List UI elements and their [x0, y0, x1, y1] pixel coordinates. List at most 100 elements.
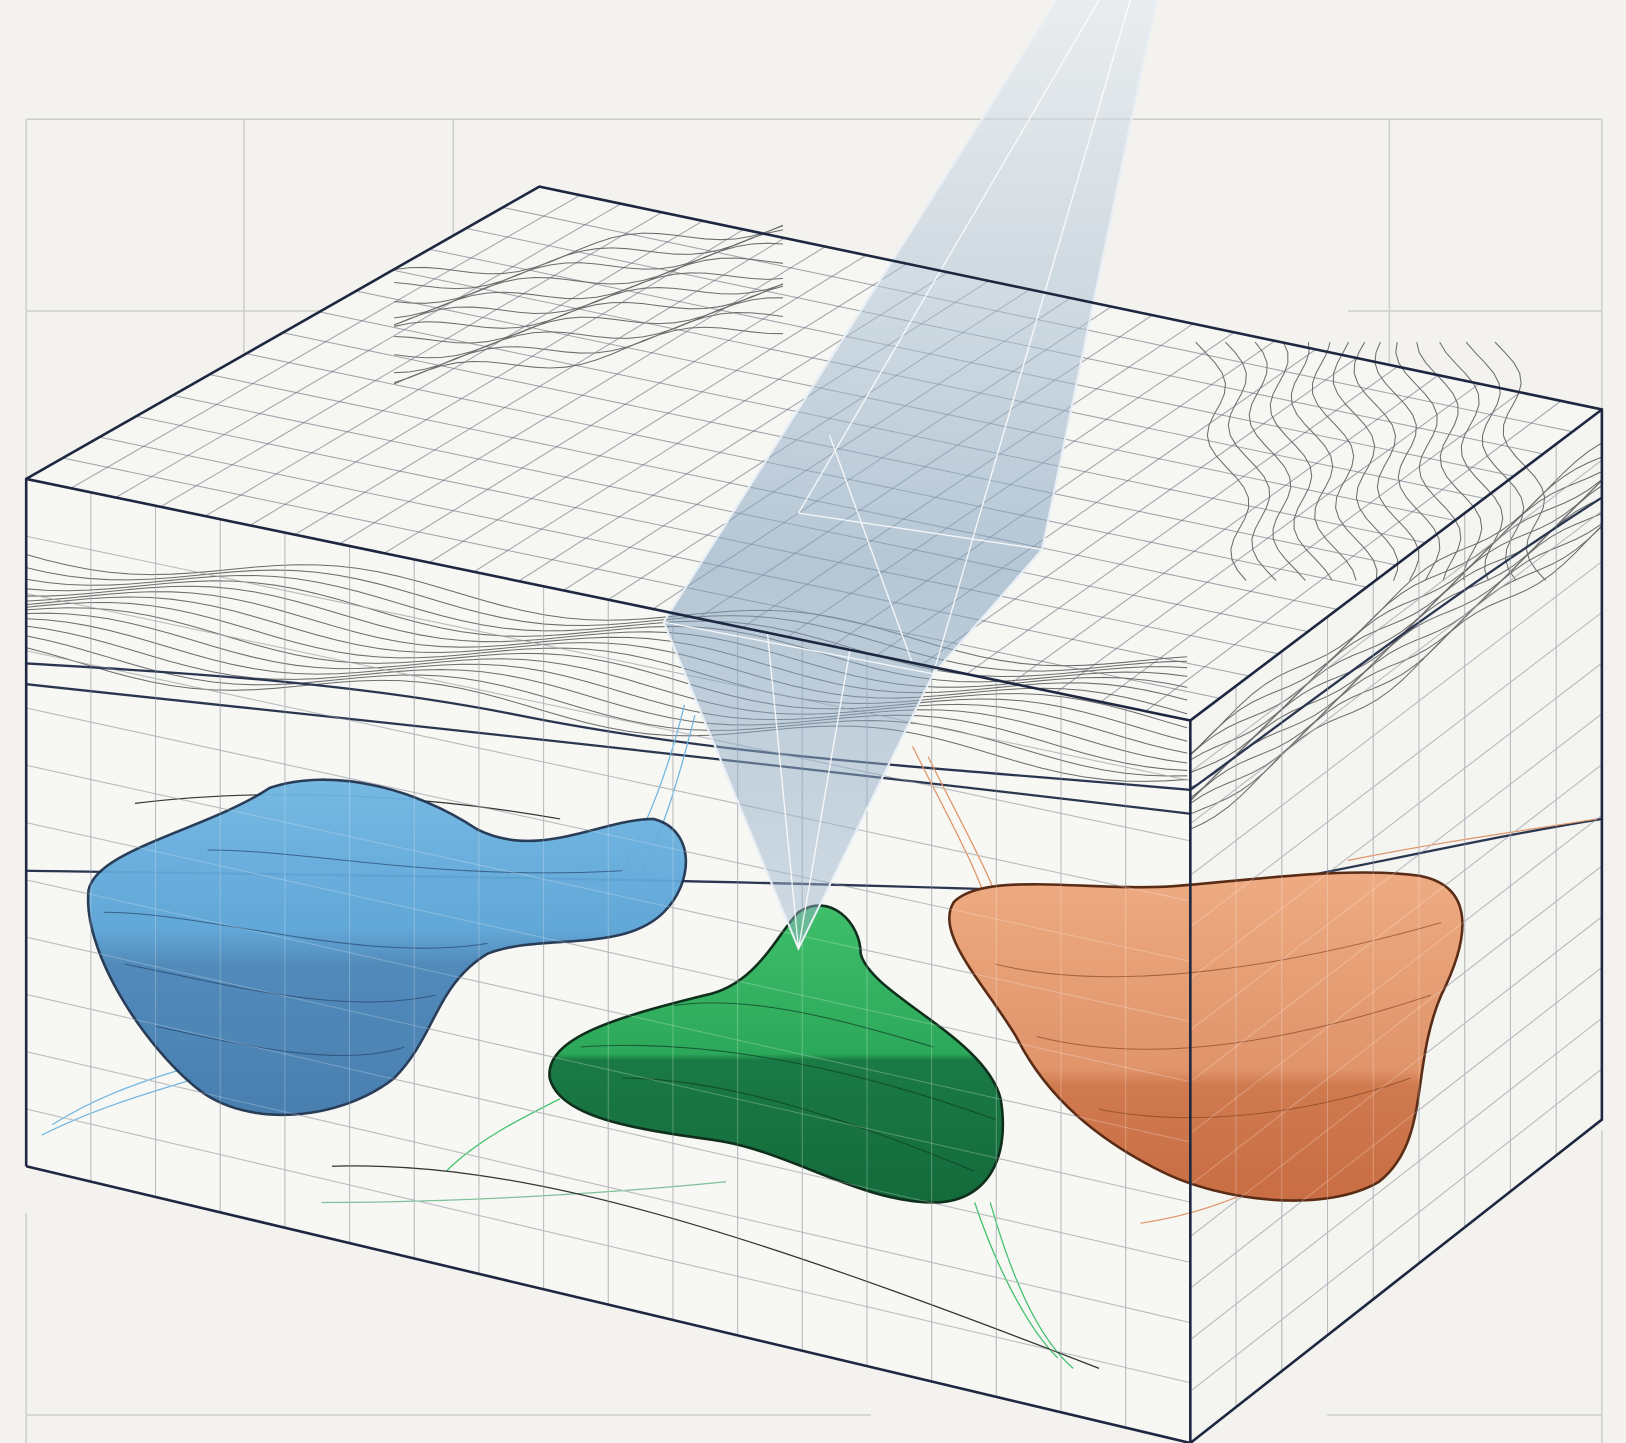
flow-line	[331, 1165, 1100, 1369]
grid-line	[26, 993, 1191, 1263]
grid-line	[1010, 374, 1439, 684]
beam-line	[828, 435, 914, 664]
orange-contours	[995, 922, 1442, 1119]
contour-line	[1195, 341, 1250, 581]
blob-contour	[1036, 994, 1432, 1050]
grid-line	[1190, 916, 1603, 1237]
blob-contour	[124, 963, 436, 1003]
blob-contour	[207, 849, 623, 874]
contour-line	[1190, 526, 1602, 815]
grid-line	[1190, 459, 1603, 773]
grid-line	[160, 211, 663, 508]
grid-line	[1190, 865, 1603, 1186]
grid-line	[921, 357, 1357, 666]
grid-line	[26, 650, 1191, 902]
contour-line	[1374, 341, 1441, 581]
blob-contour	[1099, 1077, 1411, 1119]
contour-line	[26, 575, 1188, 678]
flow-lines	[41, 704, 1597, 1369]
beam-line	[932, 0, 1131, 675]
grid-line	[1190, 611, 1603, 928]
contour-line	[1248, 341, 1306, 581]
contour-line	[26, 612, 1188, 754]
green-blob	[548, 904, 1005, 1204]
grid-line	[294, 237, 785, 536]
contour-line	[1189, 498, 1602, 802]
grid-line	[1190, 1017, 1603, 1341]
grid-line	[1190, 662, 1603, 979]
contour-line	[26, 635, 1188, 777]
contour-line	[26, 553, 1188, 667]
contour-line	[1311, 341, 1378, 581]
beam-line	[797, 0, 1100, 514]
contour-line	[26, 618, 1188, 764]
grid-line	[26, 650, 1191, 902]
grid-line	[1190, 764, 1603, 1083]
flow-line	[41, 1077, 198, 1136]
flow-line	[321, 1181, 726, 1204]
grid-line	[26, 936, 1191, 1203]
grid-line	[1190, 561, 1603, 876]
contour-line	[394, 225, 784, 275]
grid-line	[26, 879, 1191, 1143]
contour-line	[394, 224, 784, 290]
grid-line	[205, 220, 704, 517]
contour-line	[1189, 471, 1602, 756]
grid-line	[26, 535, 1191, 782]
beam-line	[797, 647, 851, 949]
grid-line	[1190, 611, 1603, 928]
contour-line	[1189, 513, 1602, 801]
beam-line	[798, 512, 1043, 551]
beam-lines	[663, 0, 1131, 949]
contour-line	[394, 283, 784, 329]
grid-line	[26, 822, 1191, 1083]
grid-line	[26, 592, 1191, 842]
grid-line	[26, 764, 1191, 1023]
flow-line	[51, 1067, 188, 1126]
grid-line	[966, 366, 1398, 675]
contour-line	[394, 312, 784, 384]
contour-line	[394, 283, 784, 344]
grid-line	[115, 203, 622, 498]
grid-line	[1145, 400, 1562, 712]
flow-line	[989, 1202, 1074, 1369]
contour-line	[1189, 456, 1602, 756]
beam-line	[663, 621, 934, 675]
grid-line	[1190, 561, 1603, 876]
contour-line	[1353, 341, 1420, 581]
contour-line	[1224, 341, 1277, 581]
grid-line	[384, 254, 867, 554]
grid-line	[1190, 814, 1603, 1134]
grid-line	[26, 1108, 1191, 1384]
contour-line	[26, 596, 1188, 715]
blob-contour	[580, 1044, 996, 1121]
grid-line	[70, 194, 581, 489]
contour-line	[393, 326, 783, 385]
orange-blob	[947, 871, 1464, 1202]
blob-contour	[674, 1002, 934, 1048]
blob-contour	[155, 1025, 405, 1057]
layer-line	[1189, 496, 1603, 791]
grid-line	[1190, 713, 1603, 1031]
blob-contour	[995, 922, 1442, 978]
grid-line	[428, 263, 908, 563]
beam-line	[766, 632, 800, 949]
overlay-grid	[26, 444, 1603, 1428]
grid-line	[26, 1108, 1191, 1384]
grid-line	[249, 229, 744, 526]
contour-line	[1190, 526, 1602, 830]
grid-line	[26, 535, 1191, 782]
contour-line	[1332, 341, 1399, 581]
green-contours	[580, 1002, 996, 1172]
grid-line	[1190, 966, 1603, 1289]
background-frame	[25, 118, 1603, 1443]
contour-line	[26, 647, 1188, 782]
contour-line	[26, 580, 1188, 683]
contour-line	[1416, 341, 1483, 581]
contour-line	[26, 601, 1188, 729]
grid-line	[1190, 510, 1603, 825]
contour-line	[1494, 341, 1547, 581]
contour-line	[26, 567, 1188, 672]
